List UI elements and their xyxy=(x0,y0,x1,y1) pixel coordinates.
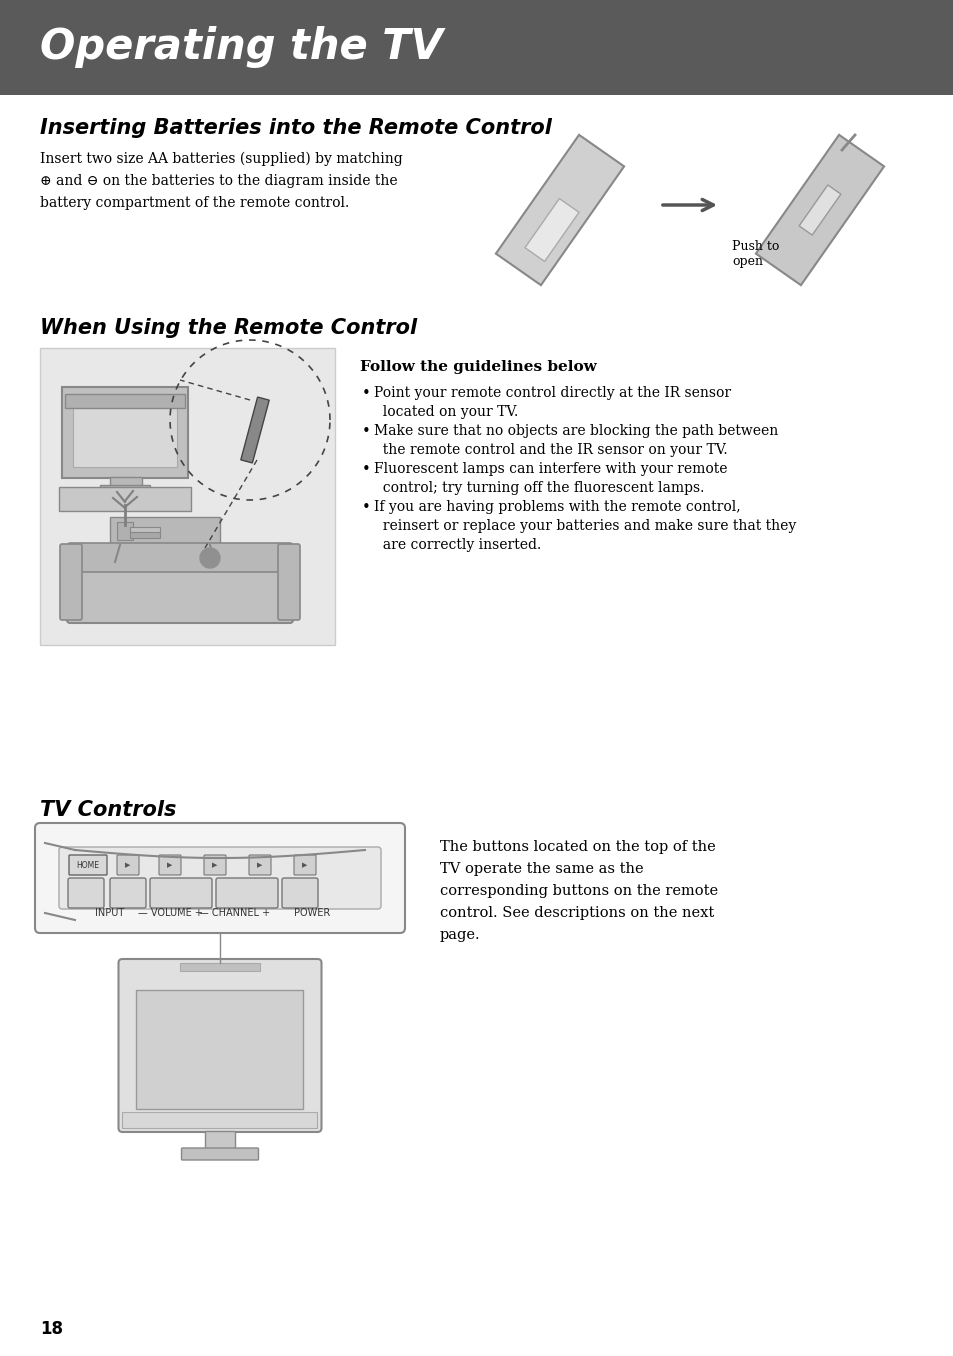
FancyBboxPatch shape xyxy=(65,395,185,408)
Text: •: • xyxy=(361,500,371,515)
Circle shape xyxy=(200,548,220,568)
Text: The buttons located on the top of the: The buttons located on the top of the xyxy=(439,839,715,854)
Text: page.: page. xyxy=(439,928,480,942)
FancyBboxPatch shape xyxy=(117,856,139,875)
Text: are correctly inserted.: are correctly inserted. xyxy=(374,538,540,552)
Text: If you are having problems with the remote control,: If you are having problems with the remo… xyxy=(374,500,740,514)
FancyBboxPatch shape xyxy=(117,522,132,540)
FancyBboxPatch shape xyxy=(60,544,82,620)
Polygon shape xyxy=(496,134,623,285)
FancyBboxPatch shape xyxy=(122,1112,317,1128)
FancyBboxPatch shape xyxy=(68,877,104,909)
FancyBboxPatch shape xyxy=(59,487,191,511)
Text: HOME: HOME xyxy=(76,861,99,869)
FancyBboxPatch shape xyxy=(118,959,321,1132)
FancyBboxPatch shape xyxy=(110,477,142,487)
Text: ▶: ▶ xyxy=(213,862,217,868)
Text: battery compartment of the remote control.: battery compartment of the remote contro… xyxy=(40,197,349,210)
Text: located on your TV.: located on your TV. xyxy=(374,405,517,419)
FancyBboxPatch shape xyxy=(69,856,107,875)
FancyBboxPatch shape xyxy=(249,856,271,875)
Polygon shape xyxy=(755,134,883,285)
FancyBboxPatch shape xyxy=(67,565,293,622)
FancyBboxPatch shape xyxy=(40,348,335,645)
Text: ▶: ▶ xyxy=(125,862,131,868)
FancyBboxPatch shape xyxy=(294,856,315,875)
Text: ⊕ and ⊖ on the batteries to the diagram inside the: ⊕ and ⊖ on the batteries to the diagram … xyxy=(40,174,397,188)
Text: reinsert or replace your batteries and make sure that they: reinsert or replace your batteries and m… xyxy=(374,519,796,533)
FancyBboxPatch shape xyxy=(215,877,277,909)
Polygon shape xyxy=(799,184,840,235)
Text: Insert two size AA batteries (supplied) by matching: Insert two size AA batteries (supplied) … xyxy=(40,152,402,167)
FancyBboxPatch shape xyxy=(110,877,146,909)
Text: TV Controls: TV Controls xyxy=(40,800,176,820)
Text: When Using the Remote Control: When Using the Remote Control xyxy=(40,319,416,338)
Text: — VOLUME +: — VOLUME + xyxy=(137,909,202,918)
Text: control; try turning off the fluorescent lamps.: control; try turning off the fluorescent… xyxy=(374,481,703,495)
Text: ▶: ▶ xyxy=(167,862,172,868)
FancyBboxPatch shape xyxy=(150,877,212,909)
FancyBboxPatch shape xyxy=(180,963,260,971)
FancyBboxPatch shape xyxy=(136,990,303,1109)
FancyBboxPatch shape xyxy=(130,527,160,532)
Text: control. See descriptions on the next: control. See descriptions on the next xyxy=(439,906,714,919)
Text: ▶: ▶ xyxy=(302,862,308,868)
FancyBboxPatch shape xyxy=(181,1149,258,1159)
Text: Follow the guidelines below: Follow the guidelines below xyxy=(359,359,597,374)
FancyBboxPatch shape xyxy=(130,532,160,538)
Text: ▶: ▶ xyxy=(257,862,262,868)
FancyBboxPatch shape xyxy=(282,877,317,909)
Text: Make sure that no objects are blocking the path between: Make sure that no objects are blocking t… xyxy=(374,424,778,438)
Text: POWER: POWER xyxy=(294,909,330,918)
Text: 18: 18 xyxy=(40,1319,63,1338)
Text: Push to
open: Push to open xyxy=(731,240,779,268)
FancyBboxPatch shape xyxy=(0,0,953,95)
FancyBboxPatch shape xyxy=(59,848,380,909)
FancyBboxPatch shape xyxy=(110,517,220,545)
Text: Inserting Batteries into the Remote Control: Inserting Batteries into the Remote Cont… xyxy=(40,118,551,138)
FancyBboxPatch shape xyxy=(159,856,181,875)
Polygon shape xyxy=(524,198,578,262)
FancyBboxPatch shape xyxy=(277,544,299,620)
Text: TV operate the same as the: TV operate the same as the xyxy=(439,862,643,876)
FancyBboxPatch shape xyxy=(62,386,188,479)
Text: INPUT: INPUT xyxy=(95,909,125,918)
Polygon shape xyxy=(240,397,269,462)
FancyBboxPatch shape xyxy=(205,1131,234,1149)
Text: Point your remote control directly at the IR sensor: Point your remote control directly at th… xyxy=(374,386,730,400)
Text: •: • xyxy=(361,386,371,401)
Text: corresponding buttons on the remote: corresponding buttons on the remote xyxy=(439,884,718,898)
Text: Operating the TV: Operating the TV xyxy=(40,26,442,68)
FancyBboxPatch shape xyxy=(68,542,292,572)
FancyBboxPatch shape xyxy=(35,823,405,933)
FancyBboxPatch shape xyxy=(100,485,150,495)
FancyBboxPatch shape xyxy=(204,856,226,875)
FancyBboxPatch shape xyxy=(73,404,177,466)
Text: — CHANNEL +: — CHANNEL + xyxy=(199,909,271,918)
Text: •: • xyxy=(361,424,371,439)
Text: Fluorescent lamps can interfere with your remote: Fluorescent lamps can interfere with you… xyxy=(374,462,727,476)
Text: •: • xyxy=(361,462,371,477)
Text: the remote control and the IR sensor on your TV.: the remote control and the IR sensor on … xyxy=(374,443,727,457)
